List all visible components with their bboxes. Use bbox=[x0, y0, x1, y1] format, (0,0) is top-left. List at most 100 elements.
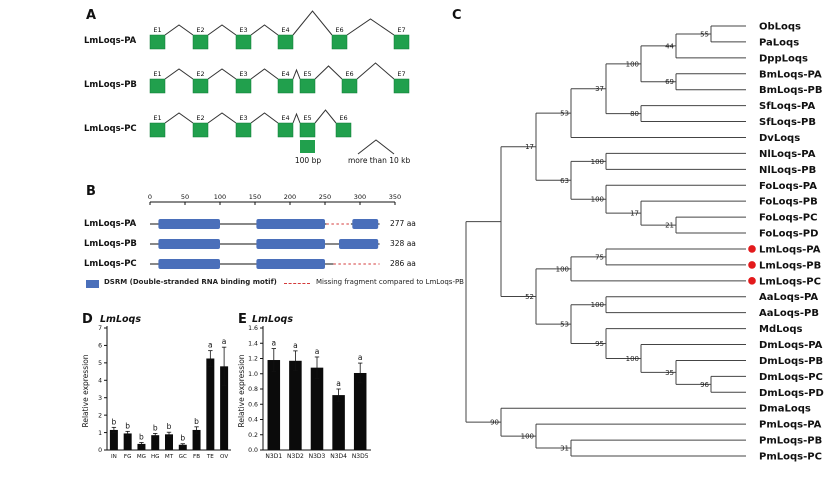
bar bbox=[109, 429, 118, 450]
taxon-label: FoLoqs-PA bbox=[759, 181, 817, 192]
exon-box bbox=[192, 34, 209, 50]
exon-label: E6 bbox=[335, 26, 343, 34]
panel-c-letter: C bbox=[452, 8, 462, 23]
exon-label: E3 bbox=[239, 70, 247, 78]
ruler-tick-label: 250 bbox=[319, 193, 331, 201]
ruler-tick-label: 200 bbox=[284, 193, 296, 201]
bar bbox=[123, 433, 132, 450]
significance-letter: a bbox=[222, 337, 227, 346]
exon-box bbox=[277, 34, 294, 50]
bar bbox=[192, 429, 201, 450]
significance-letter: b bbox=[180, 434, 185, 443]
protein-length-label: 286 aa bbox=[390, 259, 416, 268]
bootstrap-value: 96 bbox=[700, 381, 709, 389]
exon-box bbox=[335, 122, 352, 138]
bar bbox=[289, 360, 302, 450]
chart-title: LmLoqs bbox=[252, 314, 293, 325]
bar bbox=[178, 444, 187, 450]
exon-box bbox=[235, 122, 252, 138]
intron-line bbox=[207, 112, 237, 124]
significance-letter: b bbox=[112, 417, 117, 426]
taxon-label: DmLoqs-PA bbox=[759, 340, 823, 351]
ruler-tick-label: 0 bbox=[148, 193, 152, 201]
panel-e-expression-chart: LmLoqs Relative expression 0.0 0.2 0.4 0.6 0… bbox=[234, 314, 379, 476]
taxon-label: NlLoqs-PA bbox=[759, 149, 816, 160]
exon-label: E2 bbox=[196, 114, 204, 122]
significance-letter: a bbox=[271, 339, 276, 348]
exon-label: E2 bbox=[196, 26, 204, 34]
x-category-label: N3D3 bbox=[309, 453, 326, 460]
highlight-dot bbox=[748, 277, 756, 285]
dsrm-domain-box bbox=[256, 259, 325, 269]
exon-label: E7 bbox=[397, 70, 405, 78]
dsrm-domain-box bbox=[256, 219, 325, 229]
dsrm-domain-box bbox=[158, 239, 220, 249]
intron-line bbox=[164, 68, 194, 80]
bootstrap-value: 44 bbox=[665, 42, 674, 50]
bootstrap-value: 17 bbox=[525, 143, 534, 151]
ruler-tick-label: 150 bbox=[249, 193, 261, 201]
panel-b-protein-domains: 0 50 100 150 200 250 300 350 LmLoqs-PA LmLoqs-P… bbox=[84, 190, 484, 300]
intron-line bbox=[292, 112, 301, 124]
isoform-name: LmLoqs-PA bbox=[84, 219, 137, 229]
taxon-label: ObLoqs bbox=[759, 22, 801, 33]
bar bbox=[332, 395, 345, 450]
significance-letter: a bbox=[293, 341, 298, 350]
significance-letter: a bbox=[358, 353, 363, 362]
intron-line bbox=[207, 24, 237, 36]
exon-label: E6 bbox=[345, 70, 353, 78]
dsrm-legend-swatch bbox=[86, 280, 99, 288]
exon-label: E1 bbox=[153, 114, 161, 122]
bar bbox=[206, 358, 215, 450]
taxon-label: BmLoqs-PB bbox=[759, 85, 823, 96]
dsrm-domain-box bbox=[158, 259, 220, 269]
bootstrap-value: 100 bbox=[626, 355, 639, 363]
y-tick-label: 1.2 bbox=[248, 356, 258, 363]
exon-box bbox=[393, 34, 410, 50]
exon-box bbox=[393, 78, 410, 94]
taxon-label: DvLoqs bbox=[759, 133, 800, 144]
bootstrap-value: 21 bbox=[665, 222, 674, 230]
exon-box bbox=[299, 78, 316, 94]
bar bbox=[165, 434, 173, 450]
y-tick-label: 1.6 bbox=[248, 325, 258, 332]
x-category-label: MT bbox=[165, 454, 174, 460]
exon-label: E5 bbox=[303, 114, 311, 122]
significance-letter: b bbox=[139, 433, 144, 442]
phylogenetic-tree-svg: ObLoqs PaLoqs 55 DppLoqs 44 BmLoqs-PA BmLoqs-P… bbox=[465, 22, 824, 463]
bootstrap-value: 37 bbox=[595, 85, 604, 93]
protein-length-label: 328 aa bbox=[390, 239, 416, 248]
intron-peak-icon bbox=[357, 139, 395, 155]
x-category-label: N3D1 bbox=[265, 453, 282, 460]
exon-box bbox=[299, 122, 316, 138]
ruler-tick-label: 100 bbox=[214, 193, 226, 201]
exon-label: E6 bbox=[339, 114, 347, 122]
taxon-label: AaLoqs-PA bbox=[759, 292, 818, 303]
dsrm-domain-box bbox=[158, 219, 220, 229]
exon-box bbox=[277, 78, 294, 94]
taxon-label: FoLoqs-PC bbox=[759, 213, 817, 224]
bootstrap-value: 75 bbox=[595, 253, 604, 261]
intron-line bbox=[164, 24, 194, 36]
taxon-label: LmLoqs-PB bbox=[759, 260, 821, 271]
bootstrap-value: 100 bbox=[626, 60, 639, 68]
x-category-label: MG bbox=[137, 454, 146, 460]
bar bbox=[310, 367, 324, 450]
taxon-label: FoLoqs-PB bbox=[759, 197, 818, 208]
missing-legend-swatch bbox=[284, 283, 310, 284]
dsrm-domain-box bbox=[352, 219, 379, 229]
significance-letter: b bbox=[125, 421, 130, 430]
bootstrap-value: 100 bbox=[521, 433, 534, 441]
x-category-label: N3D5 bbox=[352, 453, 369, 460]
taxon-label: PmLoqs-PC bbox=[759, 452, 822, 463]
intron-legend-label: more than 10 kb bbox=[348, 156, 411, 165]
bootstrap-value: 100 bbox=[591, 158, 604, 166]
taxon-label: PmLoqs-PA bbox=[759, 420, 822, 431]
panel-b-letter: B bbox=[86, 184, 96, 199]
intron-line bbox=[292, 10, 333, 36]
isoform-name: LmLoqs-PB bbox=[84, 80, 137, 90]
significance-letter: b bbox=[194, 417, 199, 426]
bootstrap-value: 53 bbox=[560, 321, 569, 329]
bootstrap-value: 53 bbox=[560, 110, 569, 118]
taxon-label: PaLoqs bbox=[759, 37, 799, 48]
